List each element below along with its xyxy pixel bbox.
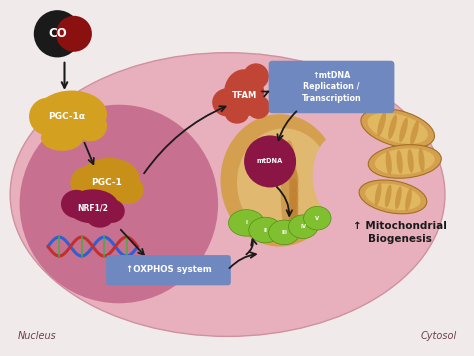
Ellipse shape	[405, 188, 412, 211]
Ellipse shape	[36, 90, 107, 138]
Ellipse shape	[224, 69, 264, 116]
Ellipse shape	[61, 190, 91, 218]
Ellipse shape	[304, 206, 331, 230]
Text: ↑mtDNA
Replication /
Transcription: ↑mtDNA Replication / Transcription	[301, 71, 361, 103]
Ellipse shape	[375, 148, 435, 174]
Ellipse shape	[99, 199, 125, 223]
Text: III: III	[281, 230, 287, 235]
Ellipse shape	[408, 149, 414, 173]
Ellipse shape	[228, 210, 264, 236]
Ellipse shape	[74, 111, 107, 141]
Ellipse shape	[365, 184, 421, 210]
Ellipse shape	[397, 150, 403, 174]
Ellipse shape	[71, 166, 106, 199]
Ellipse shape	[289, 215, 318, 239]
Ellipse shape	[212, 88, 243, 116]
Ellipse shape	[289, 188, 299, 211]
Circle shape	[56, 16, 92, 52]
Ellipse shape	[289, 197, 299, 221]
Ellipse shape	[368, 145, 441, 178]
Circle shape	[34, 10, 81, 57]
Circle shape	[244, 135, 296, 188]
Ellipse shape	[281, 140, 297, 240]
Text: TFAM: TFAM	[231, 91, 257, 100]
Ellipse shape	[289, 206, 299, 230]
Ellipse shape	[29, 98, 67, 135]
Ellipse shape	[237, 129, 331, 237]
Ellipse shape	[220, 114, 338, 247]
Text: ↑ Mitochondrial
Biogenesis: ↑ Mitochondrial Biogenesis	[353, 221, 447, 244]
Ellipse shape	[246, 95, 270, 119]
FancyBboxPatch shape	[269, 61, 394, 113]
Text: NRF1/2: NRF1/2	[77, 203, 108, 212]
Ellipse shape	[313, 133, 369, 218]
Ellipse shape	[388, 115, 397, 139]
Ellipse shape	[361, 109, 435, 148]
Text: Cytosol: Cytosol	[420, 331, 457, 341]
Text: CO: CO	[48, 27, 67, 40]
Ellipse shape	[289, 168, 299, 192]
Ellipse shape	[243, 63, 269, 89]
Ellipse shape	[249, 217, 282, 243]
Ellipse shape	[375, 183, 382, 206]
Ellipse shape	[399, 117, 408, 142]
Ellipse shape	[395, 187, 402, 209]
Ellipse shape	[419, 148, 425, 172]
Ellipse shape	[41, 125, 83, 151]
Ellipse shape	[67, 189, 119, 224]
Ellipse shape	[10, 53, 445, 336]
Text: IV: IV	[300, 224, 306, 229]
Ellipse shape	[386, 151, 392, 175]
Ellipse shape	[269, 220, 300, 245]
Ellipse shape	[87, 209, 113, 227]
Circle shape	[19, 105, 218, 303]
Text: Nucleus: Nucleus	[17, 331, 56, 341]
Ellipse shape	[377, 112, 386, 136]
FancyBboxPatch shape	[106, 255, 231, 285]
Text: PGC-1: PGC-1	[91, 178, 122, 187]
Ellipse shape	[410, 120, 419, 145]
Ellipse shape	[79, 158, 140, 203]
Ellipse shape	[225, 105, 249, 124]
Text: V: V	[315, 216, 319, 221]
Ellipse shape	[86, 188, 124, 211]
Text: PGC-1α: PGC-1α	[48, 112, 85, 121]
Ellipse shape	[385, 185, 392, 208]
Text: mtDNA: mtDNA	[257, 158, 283, 164]
Text: II: II	[264, 227, 267, 232]
Ellipse shape	[367, 113, 428, 144]
Ellipse shape	[359, 180, 427, 214]
Ellipse shape	[289, 178, 299, 201]
Ellipse shape	[113, 176, 144, 204]
Text: I: I	[246, 220, 247, 225]
Text: ↑OXPHOS system: ↑OXPHOS system	[126, 266, 211, 274]
